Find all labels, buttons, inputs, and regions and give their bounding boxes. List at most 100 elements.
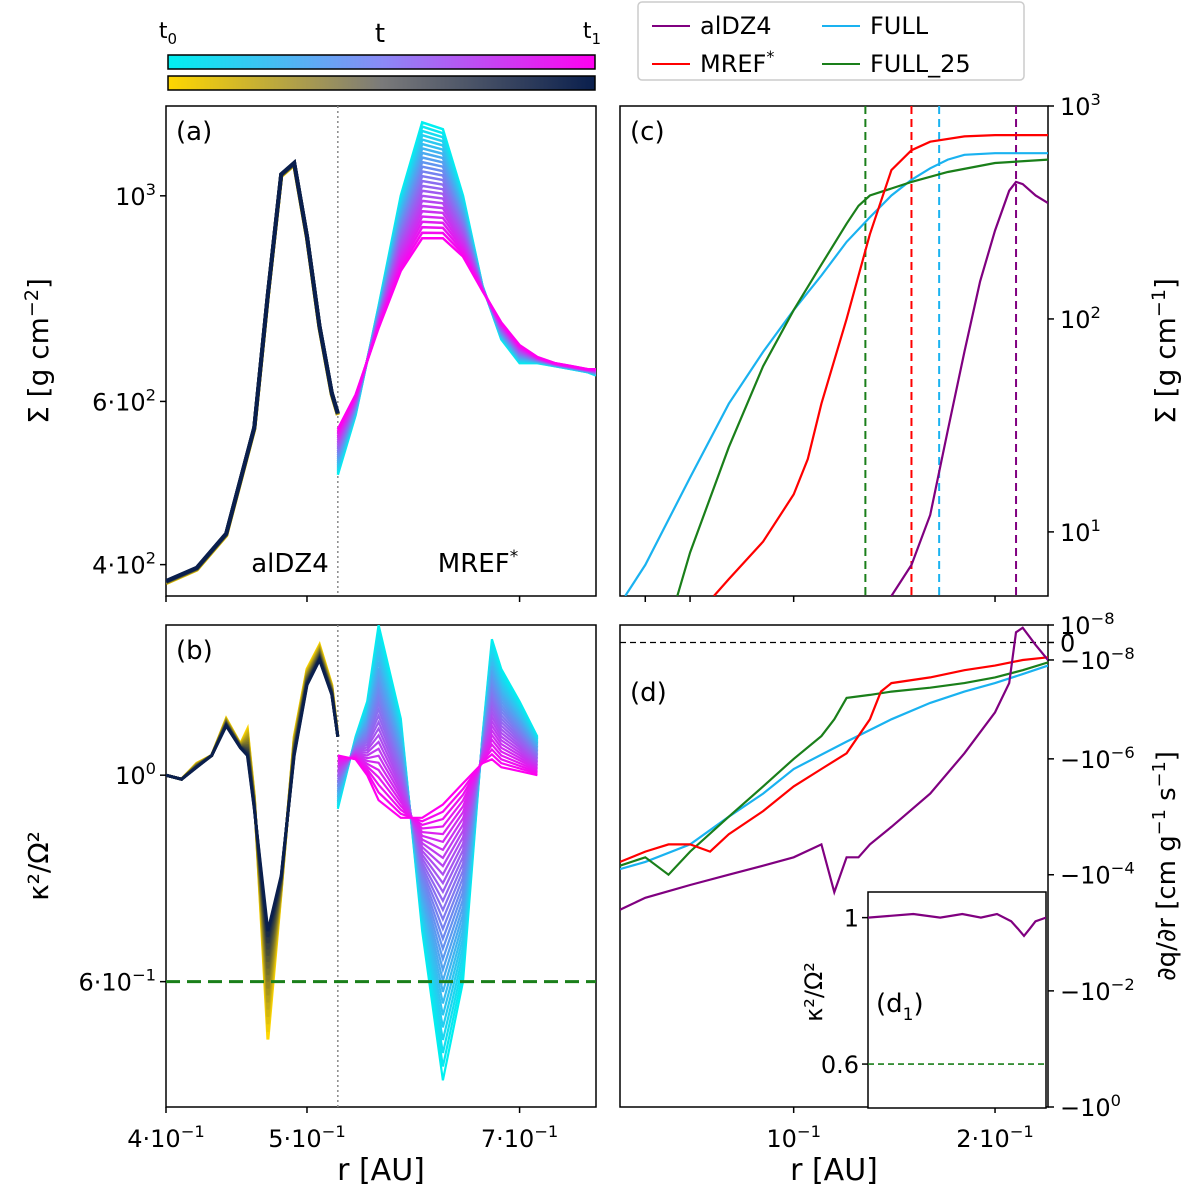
- panel-b-mref-curve-23: [337, 732, 538, 844]
- panel-d-series-aldz4: [620, 626, 1048, 911]
- panel-d-series-full_25: [620, 661, 1048, 877]
- time-colorbar: t0 t t1: [159, 19, 601, 91]
- inset-d1-ytick-label-1: 1: [844, 905, 859, 933]
- panel-d-xtick-label-1: 2·10−1: [956, 1122, 1033, 1153]
- inset-d1-label: (d1): [876, 989, 924, 1025]
- colorbar-left-label: t0: [159, 19, 177, 48]
- legend-label-full-25: FULL_25: [870, 50, 971, 78]
- panel-d-ytick-label-5: −10−2: [1060, 975, 1135, 1006]
- panel-a-aldz4-curve-1: [166, 160, 340, 585]
- panel-c-series-aldz4: [890, 180, 1048, 596]
- panel-b-aldz4-curve-10: [166, 650, 340, 969]
- panel-a-mref-curve-24: [336, 236, 596, 430]
- panel-a-ytick-label-2: 103: [115, 180, 156, 211]
- inset-d1-ylabel: κ²/Ω²: [800, 962, 828, 1022]
- panel-b-mref-curve-16: [336, 700, 539, 904]
- panel-a-aldz4-curve-4: [166, 160, 340, 585]
- panel-b-label: (b): [176, 636, 213, 666]
- panel-b-ytick-label-0: 6·10−1: [79, 966, 156, 997]
- panel-b-aldz4-curve-13: [166, 653, 340, 950]
- panel-b-mref-curve-22: [337, 727, 538, 852]
- panel-c-ytick-label-1: 102: [1060, 303, 1101, 334]
- panel-b-aldz4-curve-9: [166, 649, 340, 976]
- legend-label-aldz4: alDZ4: [700, 12, 772, 40]
- panel-a-annotation-aldz4: alDZ4: [251, 549, 329, 579]
- panel-d-frame: [619, 624, 1049, 1108]
- panel-b-ylabel: κ²/Ω²: [22, 831, 55, 901]
- colorbar-right-label: t1: [583, 19, 601, 48]
- panel-a-aldz4-curve-0: [166, 160, 340, 586]
- panel-a-mref-curve-1: [336, 125, 596, 474]
- panel-a-mref-curve-5: [336, 142, 596, 466]
- panel-a-aldz4-curve-6: [166, 159, 340, 584]
- panel-c-series-full_25: [676, 158, 1048, 596]
- panel-a-label: (a): [176, 117, 212, 147]
- panel-b-mref-curve-19: [336, 713, 539, 877]
- panel-d-ytick-label-1: 0: [1060, 629, 1075, 657]
- panel-b-mref-curve-27: [337, 752, 538, 823]
- panel-b-xtick-label-1: 5·10−1: [268, 1122, 345, 1153]
- colorbar-mref-gradient: [167, 54, 596, 70]
- panel-b-aldz4-curve-12: [166, 652, 340, 956]
- inset-d1-series-aldz4: [868, 912, 1046, 938]
- legend-label-full: FULL: [870, 12, 929, 40]
- panel-b-aldz4-curve-6: [166, 646, 340, 996]
- panel-d-ytick-label-3: −10−6: [1060, 743, 1135, 774]
- inset-d1-ytick-label-0: 0.6: [821, 1051, 859, 1079]
- panel-d-ytick-label-0: 10−8: [1060, 609, 1115, 640]
- panel-b-mref-curve-21: [337, 723, 539, 860]
- panel-c-frame: [619, 105, 1049, 597]
- panel-c-label: (c): [630, 117, 665, 147]
- panel-b-mref-curve-20: [337, 718, 539, 868]
- colorbar-mid-label: t: [375, 19, 385, 49]
- panel-a-aldz4-curve-9: [166, 159, 340, 584]
- panel-a-mref-curve-6: [336, 146, 596, 464]
- panel-c-ylabel: Σ [g cm−1]: [1148, 278, 1182, 424]
- panel-a-ylabel: Σ [g cm−2]: [21, 278, 55, 424]
- panel-a-aldz4-curve-8: [166, 159, 340, 584]
- panel-b-frame: [165, 624, 597, 1108]
- panel-a-aldz4-curve-7: [166, 159, 340, 584]
- panel-b-mref-curve-17: [336, 704, 539, 895]
- panel-d-plot: [620, 626, 1048, 911]
- panel-a-mref-curve-9: [336, 160, 596, 458]
- panel-b-aldz4-curve-3: [166, 643, 340, 1017]
- panel-c-ytick-label-2: 103: [1060, 90, 1101, 121]
- panel-b-mref-curve-28: [337, 754, 538, 819]
- panel-a-mref-curve-0: [336, 120, 596, 476]
- panel-d-ytick-label-4: −10−4: [1060, 859, 1135, 890]
- panel-b-xlabel: r [AU]: [337, 1153, 425, 1188]
- panel-d-label: (d): [630, 678, 667, 708]
- panel-a-aldz4-curve-5: [166, 159, 340, 584]
- panel-a-ytick-label-0: 4·102: [92, 549, 156, 580]
- inset-d1-plot: [868, 912, 1046, 1065]
- panel-d-ylabel: ∂q/∂r [cm g−1 s−1]: [1150, 751, 1182, 981]
- panel-d-ytick-label-6: −100: [1060, 1091, 1121, 1122]
- panel-b-aldz4-curve-2: [166, 642, 340, 1025]
- panel-b-plot: [166, 625, 596, 1107]
- legend-frame: [637, 1, 1025, 81]
- panel-c-series-mref: [713, 134, 1048, 596]
- panel-b-aldz4-curve-5: [166, 645, 340, 1003]
- panel-b-aldz4-curve-16: [166, 656, 340, 932]
- panel-a-ytick-label-1: 6·102: [92, 385, 156, 416]
- panel-a-aldz4-curve-3: [166, 160, 340, 585]
- panel-b-aldz4-curve-8: [166, 648, 340, 982]
- panel-d-series-full: [620, 664, 1048, 871]
- panel-a-aldz4-curve-10: [166, 158, 340, 583]
- panel-b-mref-curve-25: [337, 742, 538, 830]
- panel-a-annotation-mref: MREF*: [438, 547, 518, 579]
- panel-a-mref-curve-8: [336, 156, 596, 460]
- legend: alDZ4 MREF* FULL FULL_25: [637, 1, 1025, 81]
- panel-a-mref-curve-7: [336, 151, 596, 462]
- panel-b-aldz4-curve-11: [166, 651, 340, 963]
- panel-b-mref-curve-24: [337, 737, 538, 836]
- panel-d-xtick-label-0: 10−1: [766, 1122, 821, 1153]
- panel-c-series-full: [624, 152, 1048, 596]
- panel-b-ytick-label-1: 100: [115, 759, 156, 790]
- panel-b-mref-curve-26: [337, 747, 538, 827]
- legend-label-mref: MREF*: [700, 47, 774, 78]
- panel-c-ytick-label-0: 101: [1060, 516, 1101, 547]
- panel-a-plot: [166, 106, 596, 596]
